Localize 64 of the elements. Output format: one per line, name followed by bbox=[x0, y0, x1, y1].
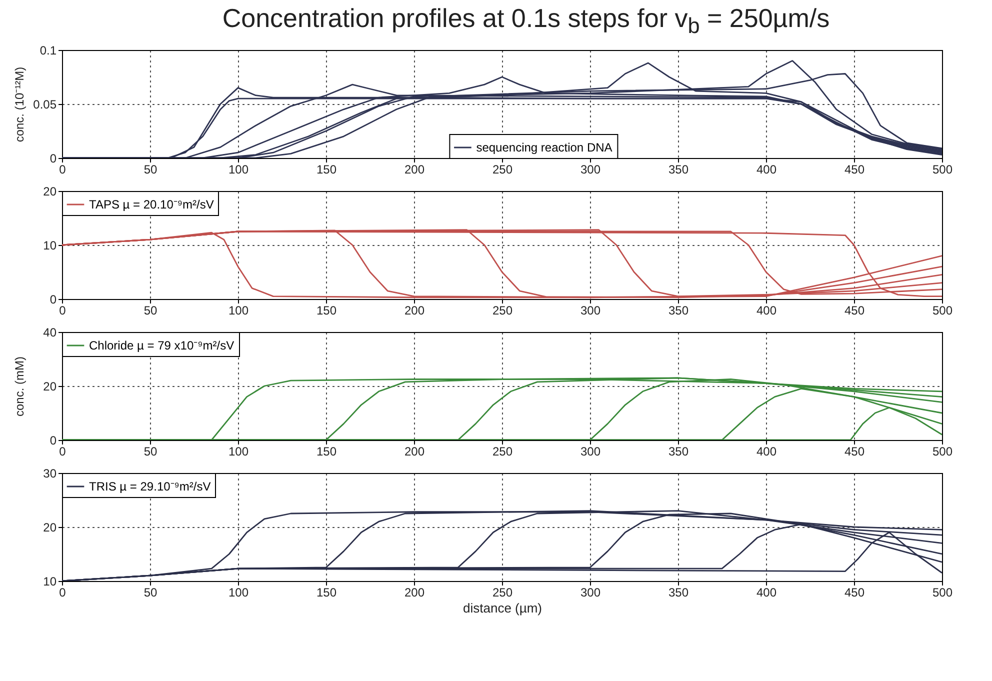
y-tick-label: 0 bbox=[50, 434, 57, 448]
x-tick-label: 0 bbox=[59, 444, 66, 458]
x-tick-label: 200 bbox=[404, 304, 425, 318]
x-tick-label: 0 bbox=[59, 162, 66, 176]
x-tick-label: 500 bbox=[932, 444, 953, 458]
x-tick-label: 500 bbox=[932, 304, 953, 318]
x-tick-label: 450 bbox=[844, 304, 865, 318]
y-tick-label: 30 bbox=[43, 466, 57, 480]
x-tick-label: 150 bbox=[316, 586, 337, 600]
x-tick-label: 450 bbox=[844, 162, 865, 176]
x-tick-label: 200 bbox=[404, 162, 425, 176]
x-tick-label: 200 bbox=[404, 586, 425, 600]
x-tick-label: 100 bbox=[228, 304, 249, 318]
x-tick-label: 0 bbox=[59, 304, 66, 318]
x-tick-label: 50 bbox=[144, 162, 158, 176]
x-tick-label: 150 bbox=[316, 444, 337, 458]
x-tick-label: 500 bbox=[932, 586, 953, 600]
legend-label: Chloride µ = 79 x10⁻⁹m²/sV bbox=[89, 338, 234, 352]
x-tick-label: 50 bbox=[144, 304, 158, 318]
x-tick-label: 250 bbox=[492, 586, 513, 600]
y-tick-label: 40 bbox=[43, 326, 57, 340]
x-tick-label: 250 bbox=[492, 444, 513, 458]
y-tick-label: 0 bbox=[50, 152, 57, 166]
y-tick-label: 20 bbox=[43, 520, 57, 534]
x-tick-label: 400 bbox=[756, 162, 777, 176]
x-axis-title: distance (µm) bbox=[462, 600, 542, 616]
y-tick-label: 20 bbox=[43, 184, 57, 198]
x-tick-label: 150 bbox=[316, 162, 337, 176]
y-tick-label: 0 bbox=[50, 292, 57, 306]
y-tick-label: 10 bbox=[43, 238, 57, 252]
x-tick-label: 50 bbox=[144, 586, 158, 600]
x-tick-label: 350 bbox=[668, 304, 689, 318]
x-tick-label: 100 bbox=[228, 444, 249, 458]
x-tick-label: 50 bbox=[144, 444, 158, 458]
chart-title: Concentration profiles at 0.1s steps for v$_{b}$ = 250µm/s bbox=[221, 2, 831, 38]
legend-label: sequencing reaction DNA bbox=[476, 140, 612, 154]
x-tick-label: 200 bbox=[404, 444, 425, 458]
x-tick-label: 350 bbox=[668, 586, 689, 600]
x-tick-label: 500 bbox=[932, 162, 953, 176]
x-tick-label: 450 bbox=[844, 586, 865, 600]
x-tick-label: 0 bbox=[59, 586, 66, 600]
y-axis-title: conc. (10⁻¹²M) bbox=[12, 66, 26, 142]
x-tick-label: 400 bbox=[756, 586, 777, 600]
y-tick-label: 20 bbox=[43, 380, 57, 394]
x-tick-label: 300 bbox=[580, 444, 601, 458]
x-tick-label: 250 bbox=[492, 304, 513, 318]
x-tick-label: 300 bbox=[580, 162, 601, 176]
x-tick-label: 300 bbox=[580, 586, 601, 600]
y-axis-title: conc. (mM) bbox=[12, 356, 26, 416]
y-tick-label: 0.1 bbox=[40, 44, 57, 58]
x-tick-label: 300 bbox=[580, 304, 601, 318]
x-tick-label: 350 bbox=[668, 162, 689, 176]
x-tick-label: 400 bbox=[756, 304, 777, 318]
x-tick-label: 100 bbox=[228, 586, 249, 600]
legend-label: TRIS µ = 29.10⁻⁹m²/sV bbox=[89, 480, 211, 494]
y-tick-label: 10 bbox=[43, 574, 57, 588]
x-tick-label: 350 bbox=[668, 444, 689, 458]
legend-label: TAPS µ = 20.10⁻⁹m²/sV bbox=[89, 198, 214, 212]
x-tick-label: 250 bbox=[492, 162, 513, 176]
x-tick-label: 400 bbox=[756, 444, 777, 458]
x-tick-label: 100 bbox=[228, 162, 249, 176]
x-tick-label: 450 bbox=[844, 444, 865, 458]
x-tick-label: 150 bbox=[316, 304, 337, 318]
y-tick-label: 0.05 bbox=[33, 98, 57, 112]
